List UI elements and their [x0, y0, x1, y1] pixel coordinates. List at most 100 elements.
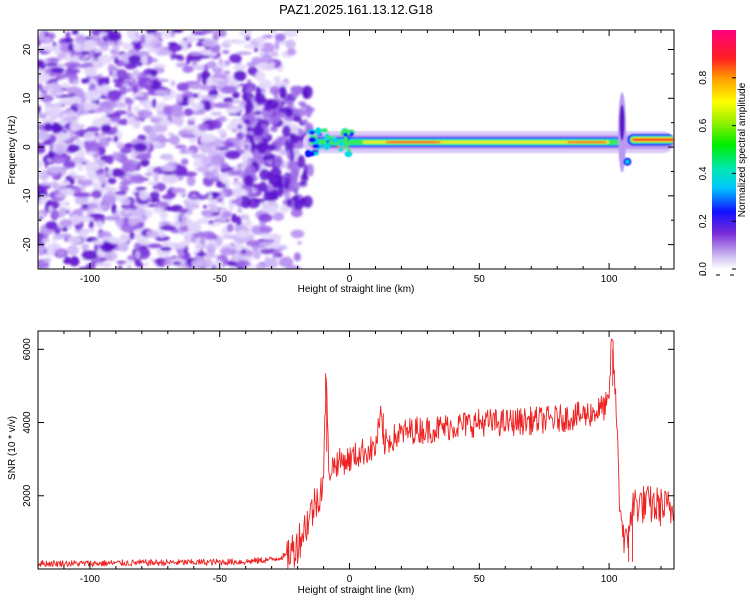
noise-blob: [238, 249, 254, 257]
noise-blob: [136, 228, 143, 233]
noise-blob: [172, 165, 188, 176]
noise-blob: [167, 174, 175, 185]
snr-xtick-label: 50: [474, 574, 486, 585]
noise-blob: [185, 55, 201, 60]
noise-blob: [232, 91, 240, 99]
noise-blob: [69, 121, 81, 132]
noise-blob: [99, 31, 108, 36]
noise-blob: [64, 61, 81, 68]
noise-blob: [63, 116, 78, 122]
noise-blob: [81, 250, 98, 260]
snr-xtick-label: 100: [601, 574, 618, 585]
noise-blob: [190, 193, 198, 198]
noise-blob: [263, 191, 274, 202]
noise-blob: [87, 50, 95, 59]
colorbar-gradient: [712, 30, 736, 269]
noise-blob: [300, 196, 306, 203]
noise-blob: [186, 231, 191, 242]
band-core: [567, 141, 607, 144]
noise-blob: [110, 168, 126, 178]
noise-blob: [195, 252, 207, 257]
noise-blob: [180, 213, 186, 224]
noise-blob: [245, 86, 254, 94]
noise-blob: [229, 53, 242, 64]
noise-blob: [38, 72, 51, 83]
signal-band: [302, 92, 674, 173]
noise-blob: [38, 131, 50, 141]
noise-blob: [296, 108, 306, 117]
noise-blob: [259, 53, 273, 64]
spike-core: [619, 104, 625, 141]
noise-blob: [101, 194, 117, 205]
noise-blob: [210, 212, 221, 216]
noise-blob: [161, 164, 177, 172]
noise-blob: [169, 135, 180, 146]
noise-blob: [266, 171, 274, 182]
noise-blob: [93, 49, 101, 53]
noise-blob: [159, 119, 171, 127]
noise-blob: [270, 61, 275, 70]
noise-blob: [186, 34, 195, 44]
noise-blob: [282, 30, 299, 38]
noise-blob: [129, 174, 146, 184]
noise-blob: [288, 140, 294, 153]
noise-blob: [100, 124, 111, 133]
noise-blob: [106, 154, 114, 165]
noise-blob: [107, 63, 116, 73]
noise-blob: [111, 203, 117, 214]
noise-blob: [204, 254, 219, 258]
noise-blob: [47, 57, 60, 63]
noise-blob: [277, 183, 284, 198]
noise-blob: [150, 198, 161, 203]
spectrogram-ytick-label: -20: [22, 237, 33, 252]
noise-blob: [175, 92, 183, 103]
noise-blob: [43, 85, 58, 89]
noise-blob: [72, 193, 89, 198]
noise-blob: [58, 98, 75, 107]
noise-blob: [80, 179, 93, 187]
noise-blob: [305, 107, 315, 113]
noise-blob: [271, 175, 283, 188]
noise-blob: [175, 62, 187, 68]
noise-blob: [211, 264, 217, 269]
noise-blob: [233, 63, 247, 72]
noise-blob: [223, 60, 231, 66]
noise-blob: [194, 66, 207, 70]
noise-blob: [286, 99, 294, 109]
noise-blob: [286, 48, 297, 56]
noise-blob: [58, 52, 67, 59]
noise-blob: [187, 117, 197, 121]
spectrogram-xtick-label: 0: [347, 274, 353, 285]
noise-blob: [159, 211, 169, 220]
figure-title: PAZ1.2025.161.13.12.G18: [279, 2, 433, 17]
noise-blob: [59, 109, 74, 115]
noise-blob: [65, 201, 70, 206]
noise-blob: [217, 129, 227, 134]
noise-blob: [50, 124, 65, 131]
noise-blob: [226, 260, 237, 266]
noise-blob: [250, 139, 256, 153]
noise-blob: [126, 112, 135, 118]
noise-blob: [302, 169, 308, 180]
noise-blob: [225, 141, 235, 147]
noise-blob: [133, 41, 142, 51]
noise-blob: [210, 199, 217, 207]
noise-blob: [251, 250, 261, 260]
noise-blob: [261, 35, 268, 40]
noise-blob: [108, 92, 121, 102]
band-fragment: [308, 137, 316, 143]
noise-blob: [190, 110, 206, 115]
noise-blob: [48, 205, 53, 213]
noise-blob: [200, 95, 217, 100]
noise-blob: [246, 126, 254, 132]
noise-blob: [240, 214, 250, 220]
noise-blob: [203, 171, 215, 177]
colorbar-tick-label: 0.4: [698, 166, 709, 180]
noise-blob: [188, 83, 204, 90]
noise-field: [38, 30, 316, 269]
noise-blob: [157, 110, 164, 116]
band-fragment: [314, 127, 322, 136]
noise-blob: [264, 258, 278, 269]
noise-blob: [119, 85, 128, 96]
noise-blob: [288, 180, 300, 193]
